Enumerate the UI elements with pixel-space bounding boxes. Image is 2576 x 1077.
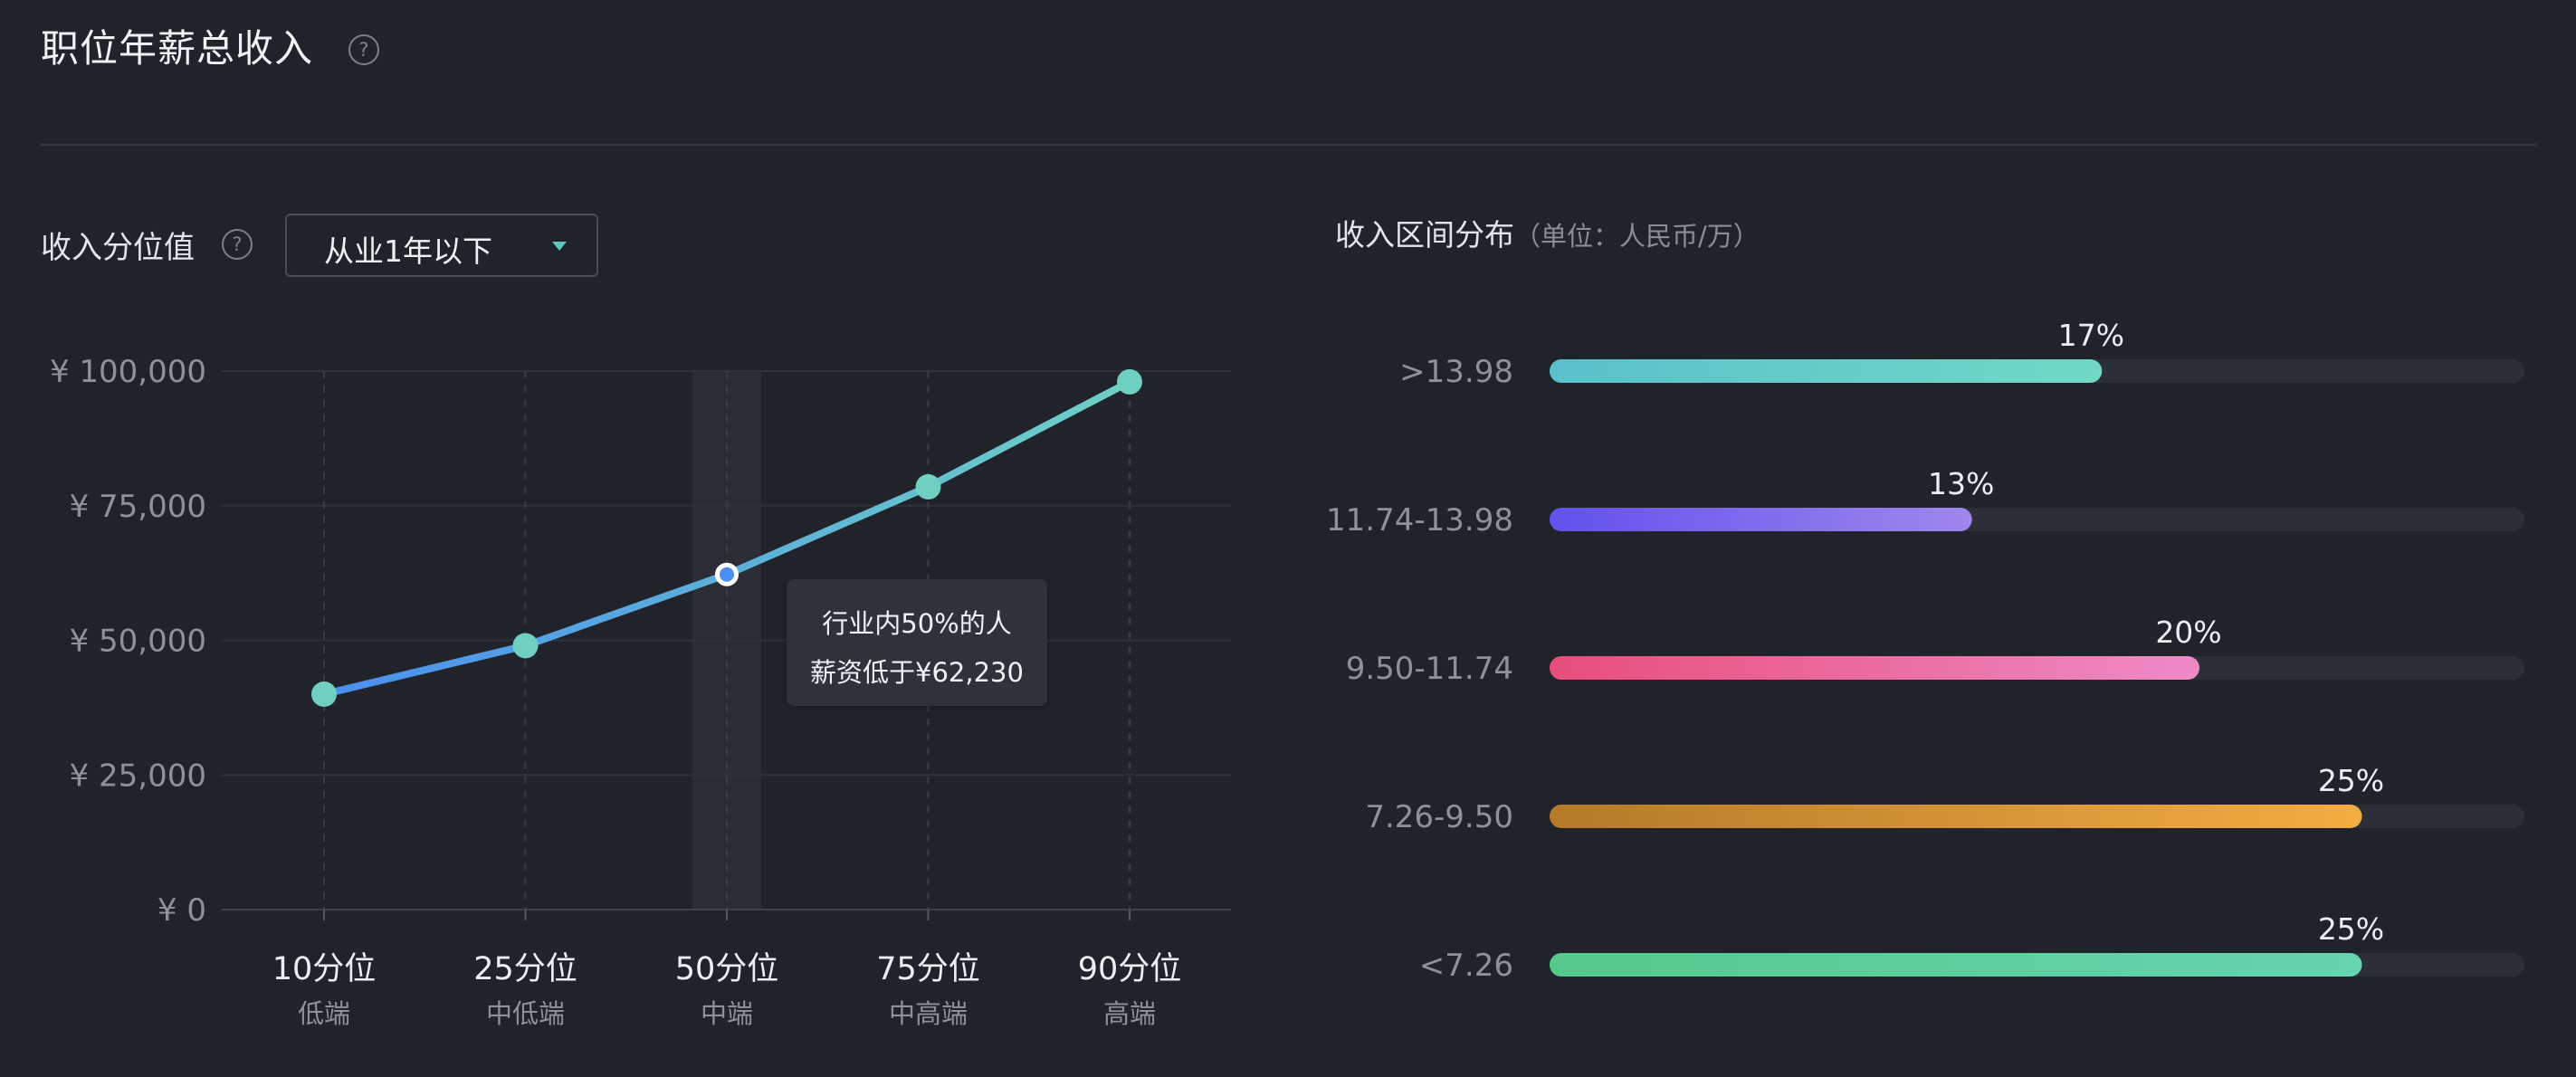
category-label: <7.26 xyxy=(1419,948,1513,984)
x-sublabel: 中端 xyxy=(701,998,753,1029)
header: 职位年薪总收入 ? xyxy=(41,0,2536,146)
y-tick-label: ¥ 25,000 xyxy=(70,758,206,794)
value-label: 25% xyxy=(2318,911,2384,947)
x-sublabel: 高端 xyxy=(1103,998,1156,1029)
category-label: 9.50-11.74 xyxy=(1346,651,1513,687)
distribution-title-text: 收入区间分布 xyxy=(1335,217,1514,253)
y-tick-label: ¥ 75,000 xyxy=(70,489,206,525)
x-sublabel: 低端 xyxy=(298,998,350,1029)
x-tick-label: 75分位 xyxy=(876,951,980,987)
data-point xyxy=(512,633,539,659)
x-sublabel: 中低端 xyxy=(486,998,565,1029)
bar xyxy=(1550,805,2362,828)
x-sublabel: 中高端 xyxy=(889,998,968,1029)
percentile-line-chart: ¥ 0 ¥ 25,000 ¥ 50,000 ¥ 75,000 ¥ 100,000 10分位… xyxy=(50,354,1231,1029)
dropdown-selected-value: 从业1年以下 xyxy=(324,234,492,269)
chart-tooltip: 行业内50%的人 薪资低于¥62,230 xyxy=(787,579,1047,706)
bar xyxy=(1550,359,2103,383)
percentile-label: 收入分位值 xyxy=(41,230,195,266)
value-label: 17% xyxy=(2058,318,2124,353)
income-distribution-bar-chart: >13.98 17% 11.74-13.98 13% 9.50-11.74 20% 7.26… xyxy=(1326,318,2524,984)
value-label: 13% xyxy=(1928,466,1994,501)
experience-dropdown[interactable]: 从业1年以下 xyxy=(285,214,598,277)
caret-down-icon xyxy=(552,242,567,251)
y-tick-label: ¥ 50,000 xyxy=(70,624,206,660)
tooltip-line1: 行业内50%的人 xyxy=(822,608,1012,639)
x-tick-label: 90分位 xyxy=(1078,951,1182,987)
page-title: 职位年薪总收入 xyxy=(41,26,314,71)
y-tick-label: ¥ 0 xyxy=(157,892,206,929)
x-tick-label: 50分位 xyxy=(675,951,779,987)
bar xyxy=(1550,953,2362,977)
tooltip-line2: 薪资低于¥62,230 xyxy=(810,657,1024,688)
bar xyxy=(1550,508,1972,531)
category-label: 11.74-13.98 xyxy=(1326,502,1513,538)
distribution-unit: （单位：人民币/万） xyxy=(1514,221,1760,252)
data-point-highlighted-inner xyxy=(720,567,734,582)
x-tick-label: 25分位 xyxy=(473,951,577,987)
bar xyxy=(1550,656,2199,680)
value-label: 20% xyxy=(2155,615,2221,650)
value-label: 25% xyxy=(2318,763,2384,798)
data-point xyxy=(1117,368,1142,395)
y-tick-label: ¥ 100,000 xyxy=(50,354,206,390)
question-circle-icon[interactable]: ? xyxy=(348,34,379,65)
category-label: >13.98 xyxy=(1399,354,1513,390)
question-circle-icon[interactable]: ? xyxy=(222,229,253,260)
x-tick-label: 10分位 xyxy=(272,951,377,987)
data-point xyxy=(915,473,941,500)
distribution-title: 收入区间分布（单位：人民币/万） xyxy=(1335,211,1760,254)
category-label: 7.26-9.50 xyxy=(1365,799,1513,835)
data-point xyxy=(311,681,337,707)
